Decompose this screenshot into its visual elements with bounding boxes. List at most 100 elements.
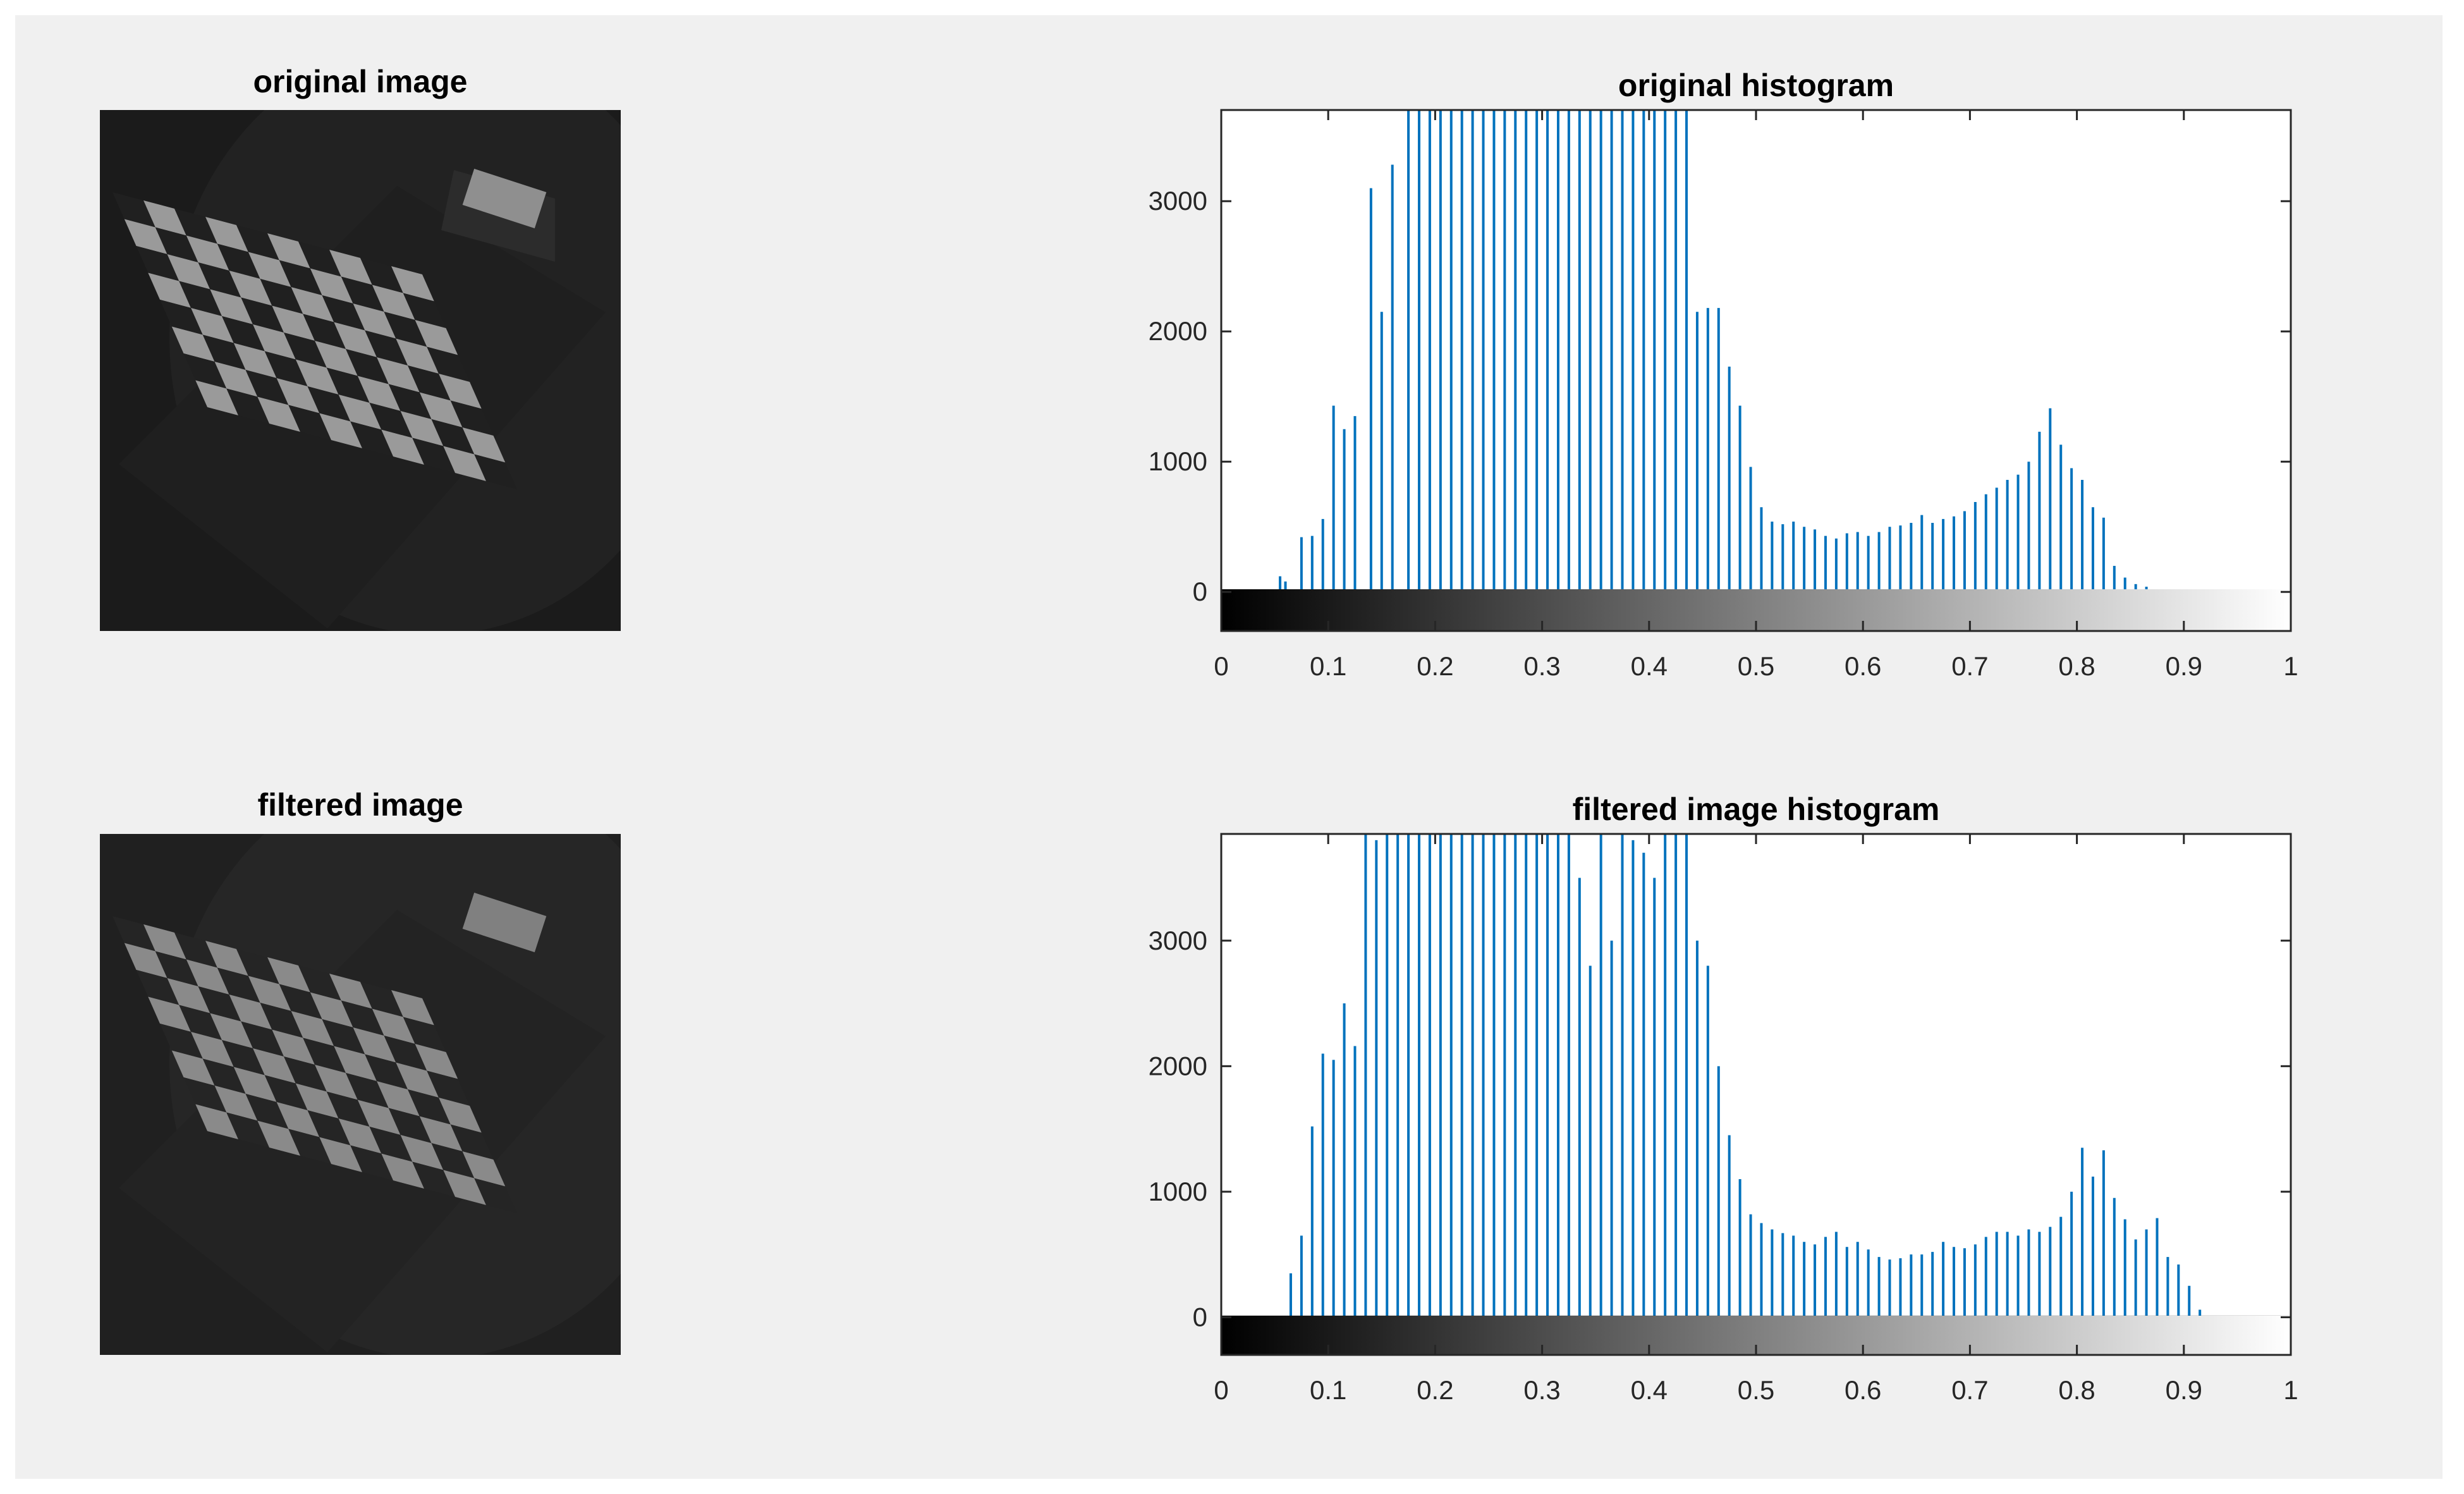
checker-square — [326, 367, 370, 403]
checker-square — [136, 246, 180, 281]
checker-square — [341, 1000, 384, 1036]
checker-square — [183, 353, 227, 389]
checker-square — [210, 1013, 253, 1048]
checker-square — [403, 293, 446, 328]
checker-square — [198, 986, 241, 1022]
checker-square — [427, 346, 470, 382]
checker-square — [329, 974, 372, 1009]
checker-square — [303, 314, 346, 349]
x-tick-label: 0.1 — [1310, 651, 1346, 681]
y-tick-label: 1000 — [1149, 446, 1207, 476]
checker-square — [288, 405, 331, 440]
checker-square — [350, 421, 393, 456]
checker-square — [315, 341, 358, 376]
checker-square — [391, 990, 434, 1026]
checker-square — [338, 395, 382, 430]
checker-square — [276, 1102, 320, 1137]
checker-square — [202, 334, 246, 370]
plot-area — [1221, 110, 2291, 631]
checker-square — [474, 454, 517, 489]
checker-square — [329, 250, 372, 285]
checker-square — [415, 320, 458, 355]
checker-square — [295, 359, 339, 395]
checker-square — [303, 1038, 346, 1073]
checker-square — [462, 427, 506, 463]
checker-square — [298, 965, 341, 1001]
checker-square — [322, 1019, 365, 1055]
checker-square — [372, 1008, 415, 1044]
checker-square — [353, 303, 396, 339]
x-tick-label: 0.2 — [1417, 1375, 1453, 1405]
checker-square — [350, 1145, 393, 1180]
x-tick-label: 0.9 — [2166, 1375, 2202, 1405]
x-tick-label: 0 — [1214, 651, 1228, 681]
checker-square — [462, 1151, 506, 1187]
checker-square — [388, 384, 432, 419]
checker-square — [474, 1178, 517, 1213]
checker-square — [264, 1075, 308, 1110]
histogram-charts: 0 1000 2000 3000 0 0.1 0.2 0.3 0.4 0.5 0.6 0.7 0.8 0.… — [1149, 68, 2298, 1405]
checker-square — [229, 271, 272, 306]
checker-square — [229, 995, 272, 1030]
original-checkerboard-image — [100, 110, 621, 631]
checker-square — [124, 943, 168, 978]
checker-square — [113, 192, 156, 228]
checker-square — [191, 308, 234, 343]
histogram-title: original histogram — [1618, 68, 1894, 103]
checker-square — [267, 957, 310, 993]
y-tick-label: 2000 — [1149, 316, 1207, 346]
checker-square — [346, 1073, 389, 1108]
checkerboard — [113, 192, 517, 489]
checker-square — [195, 1104, 238, 1139]
checker-square — [377, 1081, 420, 1117]
checker-square — [279, 984, 322, 1019]
checker-square — [338, 1118, 382, 1154]
checker-square — [174, 933, 217, 968]
checker-square — [365, 1054, 408, 1089]
checker-square — [226, 1112, 269, 1148]
checker-square — [236, 949, 279, 984]
checker-square — [113, 916, 156, 952]
x-tick-label: 0.8 — [2058, 651, 2095, 681]
checker-square — [384, 312, 427, 347]
x-tick-label: 0.9 — [2166, 651, 2202, 681]
x-tick-label: 0.7 — [1951, 1375, 1988, 1405]
checker-square — [236, 225, 279, 260]
checker-square — [408, 1089, 451, 1125]
checker-square — [369, 1127, 413, 1162]
checker-square — [222, 316, 265, 352]
checker-square — [205, 941, 248, 976]
checker-square — [443, 446, 486, 481]
checker-square — [298, 242, 341, 277]
y-tick-label: 3000 — [1149, 926, 1207, 955]
checker-square — [276, 378, 320, 413]
x-tick-label: 0.5 — [1738, 1375, 1774, 1405]
checker-square — [372, 285, 415, 320]
checker-square — [431, 1143, 475, 1179]
checker-square — [403, 1017, 446, 1052]
checker-square — [260, 279, 303, 314]
checker-square — [353, 1027, 396, 1063]
checker-square — [346, 349, 389, 384]
figure-window: original image filtered image 0 1000 2000 3… — [15, 15, 2443, 1479]
checker-square — [365, 330, 408, 365]
histogram-1: 0 1000 2000 3000 0 0.1 0.2 0.3 0.4 0.5 0.6 0.7 0.8 0.… — [1149, 792, 2298, 1405]
checker-square — [264, 351, 308, 386]
checker-square — [334, 322, 377, 357]
checker-square — [248, 976, 291, 1011]
checker-square — [171, 1050, 215, 1086]
checker-square — [419, 392, 463, 427]
y-tick-label: 1000 — [1149, 1177, 1207, 1206]
checker-square — [439, 374, 482, 409]
checker-square — [284, 1056, 327, 1092]
checker-square — [450, 400, 494, 436]
checker-square — [174, 209, 217, 244]
plot-area — [1221, 834, 2291, 1355]
x-tick-label: 0.6 — [1845, 651, 1881, 681]
checker-square — [195, 380, 238, 415]
checkerboard — [113, 916, 517, 1213]
checker-square — [357, 1099, 401, 1135]
checker-square — [186, 235, 229, 271]
checker-square — [257, 396, 300, 432]
checker-square — [291, 287, 334, 322]
